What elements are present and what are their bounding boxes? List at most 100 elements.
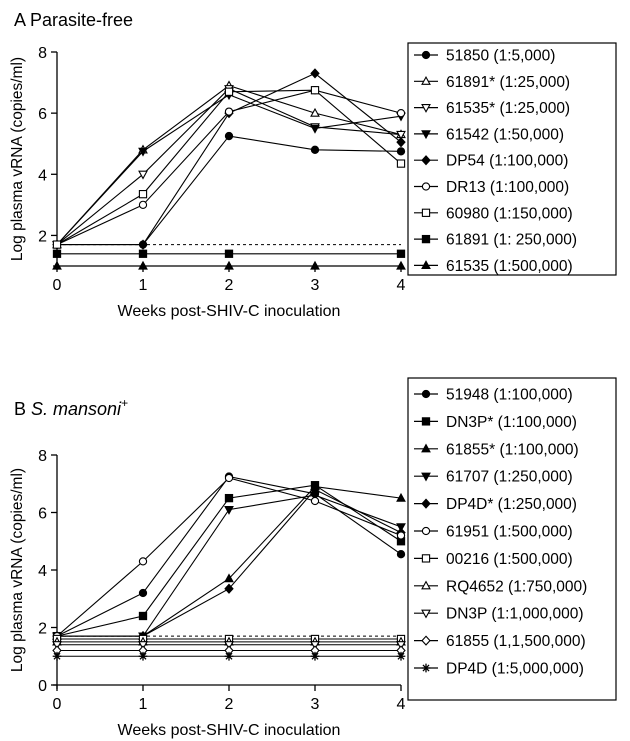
data-point — [52, 651, 62, 661]
data-point — [310, 145, 320, 154]
legend-label: RQ4652 (1:750,000) — [446, 578, 587, 595]
data-point — [224, 583, 234, 594]
data-point — [52, 641, 62, 651]
legend-marker — [421, 554, 431, 563]
data-point — [224, 573, 234, 583]
legend-marker — [421, 498, 431, 509]
legend-item: 61891 (1: 250,000) — [414, 232, 577, 249]
legend-item: 61535 (1:500,000) — [414, 258, 573, 275]
legend-item: 00216 (1:500,000) — [414, 551, 573, 568]
legend-item: 61855* (1:100,000) — [414, 441, 579, 458]
legend-marker — [421, 260, 431, 270]
legend-marker — [421, 609, 431, 619]
data-point — [138, 651, 148, 661]
series-6 — [52, 86, 406, 249]
series-9 — [52, 641, 406, 651]
legend-marker — [421, 155, 431, 166]
panel-title-sup: + — [121, 396, 128, 410]
legend-marker — [421, 635, 431, 646]
panel-letter: A — [14, 10, 30, 30]
data-point — [310, 68, 320, 79]
data-point — [396, 108, 406, 118]
legend: 51948 (1:100,000) DN3P* (1:100,000) 61855*… — [407, 377, 617, 701]
data-point — [138, 200, 148, 210]
series-line — [57, 135, 402, 246]
data-point — [138, 249, 148, 258]
panel-title-text: S. mansoni — [31, 399, 122, 419]
legend-item: RQ4652 (1:750,000) — [414, 578, 587, 595]
x-tick-label: 3 — [311, 277, 320, 294]
legend-label: DR13 (1:100,000) — [446, 179, 569, 196]
legend: 51850 (1:5,000) 61891* (1:25,000) 61535* (… — [407, 42, 617, 276]
x-tick-label: 2 — [225, 277, 234, 294]
legend-item: 61951 (1:500,000) — [414, 524, 573, 541]
data-point — [396, 137, 406, 148]
x-tick-label: 3 — [311, 696, 320, 713]
y-tick-label: 2 — [38, 621, 47, 638]
x-tick-label: 4 — [397, 696, 406, 713]
legend-label: DP4D (1:5,000,000) — [446, 661, 584, 678]
panel-title-text: Parasite-free — [30, 10, 133, 30]
data-point — [310, 260, 320, 270]
legend-label: 61891 (1: 250,000) — [446, 232, 577, 249]
legend-item: 61542 (1:50,000) — [414, 126, 564, 143]
legend-item: DR13 (1:100,000) — [414, 179, 569, 196]
legend-item: DP54 (1:100,000) — [414, 153, 568, 170]
legend-item: 51948 (1:100,000) — [414, 387, 573, 404]
y-axis-label: Log plasma vRNA (copies/ml) — [9, 57, 26, 261]
series-2 — [52, 80, 406, 249]
data-point — [396, 492, 406, 502]
x-axis-label: Weeks post-SHIV-C inoculation — [118, 722, 341, 739]
data-point — [396, 130, 406, 140]
data-point — [224, 249, 234, 258]
data-point — [224, 641, 234, 651]
data-point — [396, 550, 406, 559]
legend-marker — [421, 50, 431, 60]
chart-panel-a: A Parasite-free 2 4 6 8 0 1 2 3 4 Weeks post-SHIV-… — [9, 10, 617, 320]
x-tick-label: 2 — [225, 696, 234, 713]
data-point — [52, 249, 62, 258]
data-point — [224, 493, 234, 503]
data-point — [310, 496, 320, 506]
legend-label: 61535 (1:500,000) — [446, 258, 573, 275]
y-tick-label: 0 — [38, 678, 47, 695]
data-point — [224, 87, 234, 96]
legend-label: 00216 (1:500,000) — [446, 551, 573, 568]
legend-label: 60980 (1:150,000) — [446, 205, 573, 222]
legend-marker — [421, 389, 431, 399]
y-tick-label: 2 — [38, 228, 47, 245]
data-point — [310, 124, 320, 134]
data-point — [138, 557, 148, 566]
data-point — [396, 249, 406, 258]
data-point — [224, 473, 234, 483]
data-point — [396, 523, 406, 533]
data-point — [310, 641, 320, 651]
x-tick-label: 1 — [139, 696, 148, 713]
legend-marker — [421, 130, 431, 140]
panel-title: B S. mansoni+ — [14, 396, 128, 419]
legend-label: DN3P* (1:100,000) — [446, 414, 577, 431]
legend-box — [407, 42, 617, 276]
y-tick-label: 4 — [38, 563, 47, 580]
legend-marker — [421, 472, 431, 482]
legend-label: 61542 (1:50,000) — [446, 126, 564, 143]
legend-item: 61855 (1,1,500,000) — [414, 633, 586, 650]
series-4 — [52, 491, 406, 642]
data-point — [396, 651, 406, 661]
data-point — [310, 107, 320, 117]
data-point — [396, 531, 406, 540]
legend-item: 61707 (1:250,000) — [414, 469, 573, 486]
legend-marker — [421, 103, 431, 113]
data-point — [224, 107, 234, 116]
legend-box — [407, 377, 617, 701]
data-point — [310, 86, 320, 95]
data-point — [396, 260, 406, 270]
data-point — [224, 651, 234, 661]
y-tick-label: 6 — [38, 506, 47, 523]
data-point — [138, 588, 148, 598]
series-line — [57, 494, 402, 637]
data-point — [138, 190, 148, 199]
legend-item: DP4D* (1:250,000) — [414, 496, 577, 513]
panel-letter: B — [14, 399, 31, 419]
